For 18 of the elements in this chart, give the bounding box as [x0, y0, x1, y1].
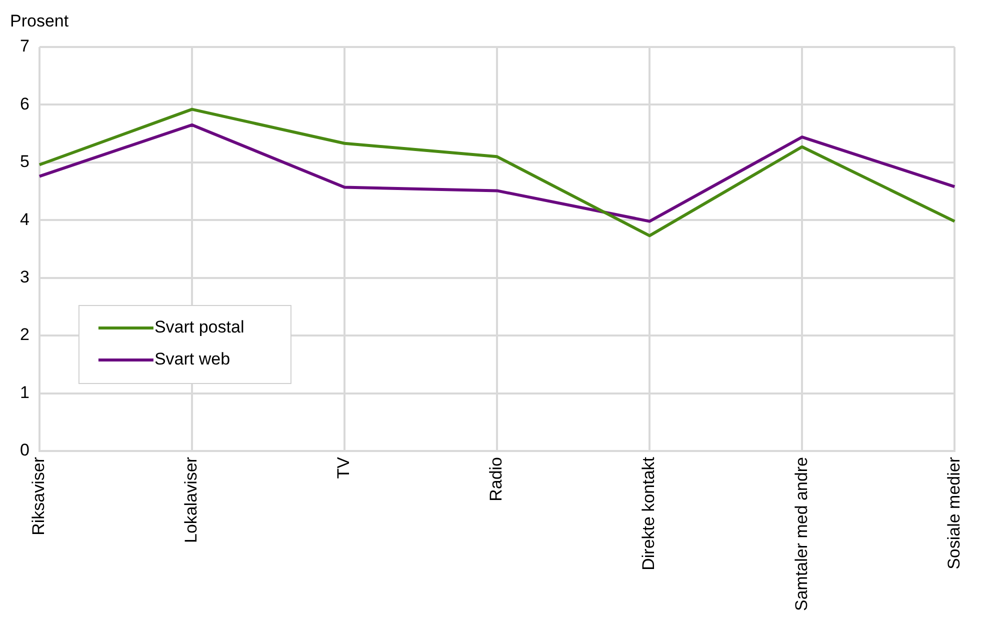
y-tick-label: 2: [20, 325, 30, 344]
y-tick-label: 6: [20, 94, 30, 114]
x-tick-label: Riksaviser: [29, 456, 48, 536]
y-axis-title: Prosent: [10, 12, 69, 31]
legend-label: Svart web: [154, 350, 230, 369]
x-tick-label: Samtaler med andre: [792, 456, 811, 612]
y-tick-label: 3: [20, 268, 30, 287]
x-tick-label: TV: [334, 456, 354, 479]
legend-label: Svart postal: [154, 318, 244, 337]
y-tick-label: 0: [20, 440, 30, 460]
x-tick-label: Sosiale medier: [944, 456, 964, 570]
x-tick-label: Lokalaviser: [182, 456, 201, 543]
y-tick-label: 1: [20, 382, 30, 402]
x-tick-label: Direkte kontakt: [639, 456, 658, 570]
y-tick-label: 7: [20, 36, 30, 56]
y-tick-label: 5: [20, 152, 30, 172]
y-tick-label: 4: [20, 210, 30, 229]
x-tick-label: Radio: [486, 456, 506, 502]
